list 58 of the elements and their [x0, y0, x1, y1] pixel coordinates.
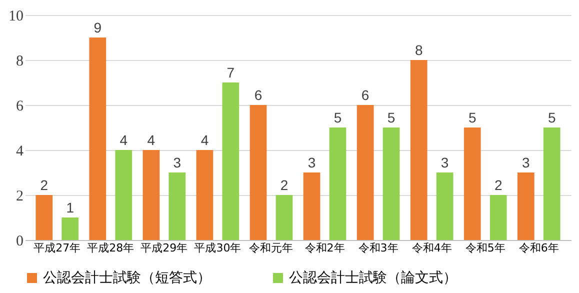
- bar: [543, 128, 560, 240]
- bar: [356, 105, 374, 240]
- bar: [382, 128, 400, 240]
- bar: [62, 218, 79, 240]
- data-label: 7: [226, 64, 235, 80]
- data-label: 6: [254, 87, 262, 103]
- data-label: 4: [120, 132, 128, 148]
- data-label: 8: [414, 42, 423, 58]
- legend-label: 公認会計士試験（論文式）: [289, 270, 457, 286]
- y-tick-label: 8: [16, 54, 24, 70]
- bar: [490, 195, 507, 240]
- x-tick-label: 平成28年: [87, 242, 134, 254]
- data-label: 4: [147, 132, 156, 148]
- data-label: 3: [522, 154, 530, 170]
- data-label: 3: [308, 154, 316, 170]
- bar: [303, 172, 320, 240]
- x-tick-label: 令和5年: [465, 242, 506, 254]
- x-tick-label: 平成27年: [34, 242, 81, 254]
- x-tick-label: 平成29年: [140, 242, 188, 254]
- data-label: 5: [548, 110, 556, 126]
- bar: [250, 105, 267, 240]
- data-label: 2: [494, 177, 502, 193]
- bar: [276, 195, 293, 240]
- bar: [410, 60, 428, 240]
- data-label: 5: [387, 110, 396, 126]
- y-tick-label: 10: [8, 8, 24, 24]
- bar: [517, 172, 534, 240]
- bar: [89, 38, 106, 240]
- x-tick-label: 令和元年: [249, 242, 294, 254]
- data-label: 6: [361, 87, 370, 103]
- data-label: 3: [440, 154, 449, 170]
- bar: [142, 150, 160, 240]
- x-tick-label: 平成30年: [194, 242, 242, 254]
- data-label: 1: [66, 200, 74, 216]
- x-tick-label: 令和2年: [304, 242, 345, 254]
- y-tick-label: 6: [16, 98, 24, 114]
- y-tick-label: 4: [16, 144, 24, 160]
- data-label: 3: [173, 154, 182, 170]
- data-label: 5: [468, 110, 476, 126]
- legend-label: 公認会計士試験（短答式）: [43, 270, 211, 286]
- bar: [222, 82, 240, 240]
- bar: [436, 172, 454, 240]
- y-tick-label: 0: [16, 234, 24, 250]
- data-label: 9: [94, 20, 102, 36]
- y-tick-label: 2: [16, 188, 24, 204]
- bar: [36, 195, 53, 240]
- bar: [464, 128, 481, 240]
- bar: [168, 172, 186, 240]
- bar: [115, 150, 132, 240]
- x-tick-label: 令和4年: [412, 242, 452, 254]
- x-tick-label: 令和3年: [358, 242, 398, 254]
- data-label: 2: [280, 177, 288, 193]
- data-label: 2: [40, 177, 48, 193]
- bar: [329, 128, 346, 240]
- data-label: 4: [200, 132, 209, 148]
- data-label: 5: [334, 110, 342, 126]
- x-tick-label: 令和6年: [518, 242, 559, 254]
- bar: [196, 150, 214, 240]
